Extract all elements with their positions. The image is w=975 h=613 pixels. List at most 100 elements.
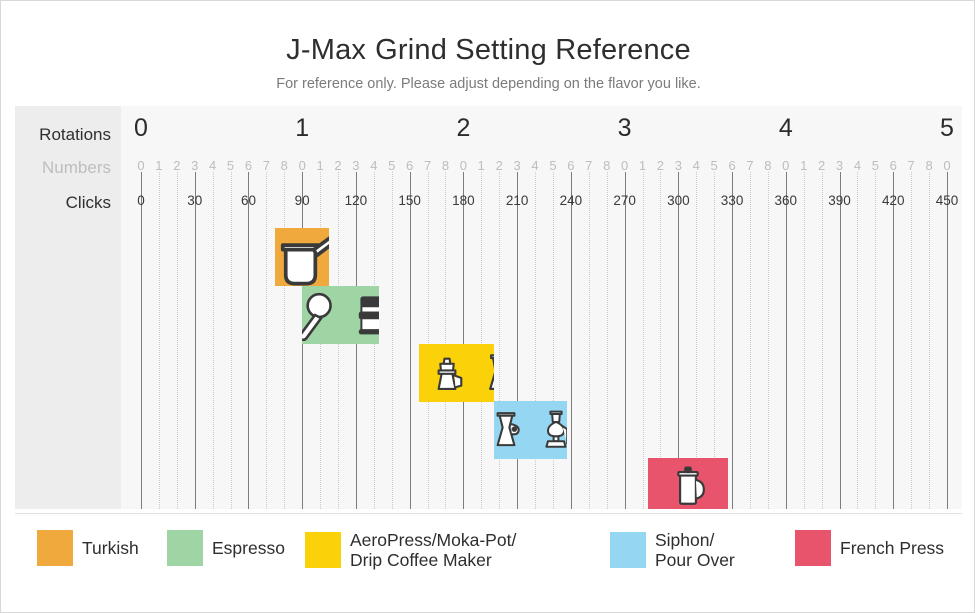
page-title-text: Grind Setting Reference (375, 34, 691, 66)
clicks-tick-label: 90 (294, 193, 310, 208)
numbers-tick-label: 8 (764, 158, 772, 173)
numbers-tick-label: 4 (853, 158, 862, 173)
gridline-minor (588, 172, 590, 509)
numbers-tick-label: 6 (889, 158, 897, 173)
gridline-major (678, 172, 680, 509)
numbers-tick-label: 8 (925, 158, 933, 173)
band-icon-group (494, 401, 568, 459)
gridline-major (463, 172, 465, 509)
legend-item-aeropress[interactable]: AeroPress/Moka-Pot/ Drip Coffee Maker (305, 530, 516, 571)
numbers-tick-label: 0 (620, 158, 629, 173)
legend-item-french-press[interactable]: French Press (795, 530, 944, 566)
clicks-tick-label: 0 (137, 193, 145, 208)
numbers-tick-label: 0 (943, 158, 951, 173)
axis-label-column: Rotations Numbers Clicks (15, 106, 121, 509)
chemex-icon (477, 346, 494, 400)
gridline-minor (552, 172, 554, 509)
numbers-tick-label: 4 (370, 158, 378, 173)
portafilter-icon (302, 289, 342, 341)
legend-item-siphon[interactable]: Siphon/ Pour Over (610, 530, 735, 571)
ibrik-cezve-icon (275, 228, 330, 286)
gridline-major (409, 172, 411, 509)
legend-label-siphon: Siphon/ Pour Over (655, 530, 735, 571)
grind-band-aeropress (418, 344, 494, 402)
numbers-tick-label: 4 (531, 158, 539, 173)
numbers-tick-label: 3 (352, 158, 360, 173)
axis-label-clicks: Clicks (65, 193, 111, 212)
gridline-minor (427, 172, 429, 509)
page-subtitle: For reference only. Please adjust depend… (276, 76, 701, 92)
grinder-model-name: J-Max (286, 34, 367, 66)
numbers-tick-label: 5 (549, 158, 557, 173)
numbers-tick-label: 6 (728, 158, 736, 173)
gridline-minor (803, 172, 805, 509)
band-icon-group (648, 458, 729, 509)
clicks-tick-label: 270 (613, 193, 636, 208)
gridline-minor (857, 172, 859, 509)
clicks-tick-label: 150 (398, 193, 421, 208)
numbers-tick-label: 8 (441, 158, 450, 173)
numbers-tick-label: 2 (173, 158, 181, 173)
clicks-tick-label: 360 (774, 193, 798, 208)
legend-item-turkish[interactable]: Turkish (37, 530, 139, 566)
clicks-tick-label: 60 (240, 193, 256, 208)
gridline-minor (714, 172, 716, 509)
numbers-tick-label: 2 (334, 158, 342, 173)
numbers-tick-label: 5 (388, 158, 396, 173)
clicks-tick-label: 240 (559, 193, 583, 208)
gridline-major (893, 172, 895, 509)
gridline-major (570, 172, 572, 509)
clicks-tick-label: 180 (452, 193, 475, 208)
gridline-minor (911, 172, 913, 509)
numbers-tick-label: 3 (674, 158, 682, 173)
gridline-minor (696, 172, 698, 509)
numbers-tick-label: 0 (298, 158, 306, 173)
gridline-major (624, 172, 626, 509)
numbers-tick-label: 7 (907, 158, 915, 173)
numbers-tick-label: 6 (406, 158, 414, 173)
legend-swatch-aeropress (305, 532, 341, 569)
numbers-tick-label: 5 (871, 158, 879, 173)
numbers-tick-label: 3 (513, 158, 521, 173)
numbers-tick-label: 8 (280, 158, 288, 173)
siphon-icon (536, 401, 568, 459)
legend-label-aeropress: AeroPress/Moka-Pot/ Drip Coffee Maker (350, 530, 517, 571)
numbers-tick-label: 2 (817, 158, 826, 173)
gridline-major (839, 172, 841, 509)
numbers-tick-label: 8 (603, 158, 611, 173)
rotations-tick-label: 4 (778, 114, 793, 142)
gridline-minor (499, 172, 501, 509)
french-press-icon (666, 458, 710, 509)
legend-item-espresso[interactable]: Espresso (167, 530, 285, 566)
numbers-tick-label: 2 (495, 158, 503, 173)
legend-swatch-turkish (37, 530, 73, 566)
legend-label-espresso: Espresso (212, 537, 285, 558)
numbers-tick-label: 0 (782, 158, 790, 173)
numbers-tick-label: 1 (800, 158, 808, 173)
numbers-tick-label: 4 (209, 158, 217, 173)
gridline-minor (212, 172, 214, 509)
gridline-minor (606, 172, 608, 509)
gridline-major (141, 172, 142, 509)
clicks-tick-label: 450 (935, 193, 959, 208)
rotations-tick-label: 5 (940, 114, 954, 142)
legend-label-turkish: Turkish (82, 537, 139, 558)
gridline-minor (749, 172, 751, 509)
gridline-major (517, 172, 519, 509)
gridline-minor (445, 172, 447, 509)
gridline-minor (284, 172, 286, 509)
axis-label-rotations: Rotations (39, 125, 111, 144)
numbers-tick-label: 6 (567, 158, 575, 173)
grind-band-siphon (493, 401, 568, 459)
numbers-tick-label: 0 (137, 158, 145, 173)
gridline-minor (176, 172, 178, 509)
legend-swatch-siphon (610, 532, 646, 569)
numbers-tick-label: 1 (477, 158, 485, 173)
clicks-tick-label: 390 (828, 193, 851, 208)
numbers-tick-label: 1 (316, 158, 324, 173)
grind-band-french-press (647, 458, 729, 509)
gridline-minor (929, 172, 931, 509)
